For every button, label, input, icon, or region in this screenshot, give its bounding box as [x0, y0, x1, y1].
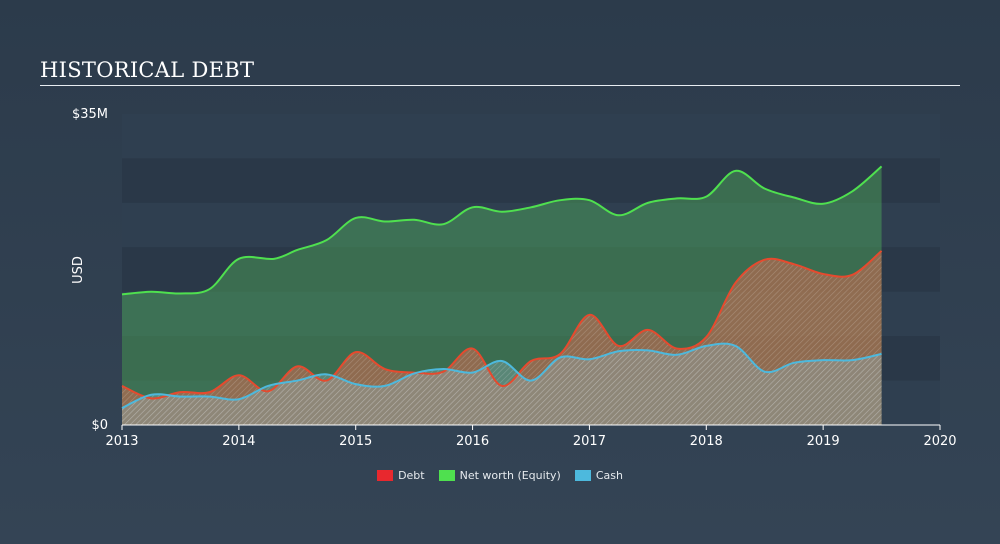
- plot-band: [122, 202, 940, 248]
- title-divider: [40, 85, 960, 86]
- chart-legend: Debt Net worth (Equity) Cash: [0, 469, 1000, 482]
- x-tick-label: 2020: [923, 434, 956, 449]
- legend-label-net-worth: Net worth (Equity): [459, 469, 561, 482]
- x-tick-label: 2019: [807, 434, 840, 449]
- cash-area-hatch: [122, 343, 882, 425]
- y-tick-label: $0: [91, 418, 108, 433]
- legend-item-cash[interactable]: Cash: [574, 469, 623, 482]
- page-title: HISTORICAL DEBT: [40, 58, 255, 82]
- x-tick-label: 2016: [456, 434, 489, 449]
- net-worth-swatch-icon: [438, 470, 455, 481]
- y-axis-label: USD: [71, 256, 86, 284]
- plot-band: [122, 158, 940, 203]
- x-tick-label: 2014: [222, 434, 255, 449]
- debt-swatch-icon: [377, 470, 394, 481]
- x-tick-label: 2018: [690, 434, 723, 449]
- legend-label-cash: Cash: [595, 469, 623, 482]
- cash-swatch-icon: [574, 470, 591, 481]
- legend-item-debt[interactable]: Debt: [377, 469, 425, 482]
- x-tick-label: 2015: [339, 434, 372, 449]
- x-tick-label: 2013: [105, 434, 138, 449]
- y-tick-label: $35M: [72, 107, 108, 122]
- legend-label-debt: Debt: [398, 469, 425, 482]
- plot-band: [122, 114, 940, 159]
- x-tick-label: 2017: [573, 434, 606, 449]
- legend-item-net-worth[interactable]: Net worth (Equity): [438, 469, 561, 482]
